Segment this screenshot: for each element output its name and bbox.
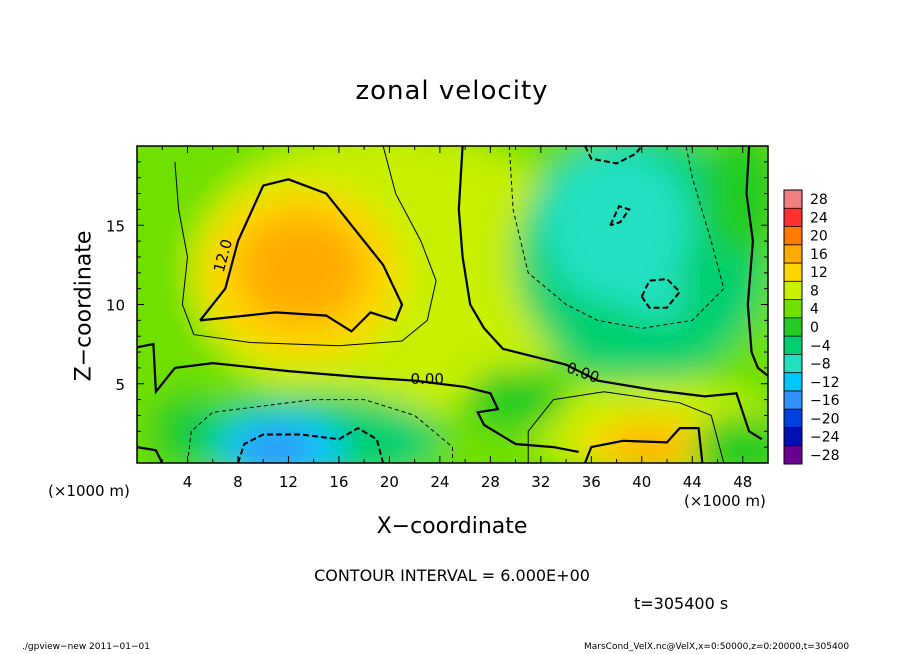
y-axis-label: Z−coordinate <box>71 230 97 382</box>
colorbar-cell <box>784 263 802 282</box>
zero-contour <box>137 342 579 453</box>
colorbar-label: 8 <box>810 283 819 299</box>
colorbar-label: −24 <box>810 430 840 446</box>
contour-neg12 <box>237 426 385 463</box>
time-note: t=305400 s <box>634 594 729 613</box>
colorbar-cell <box>784 190 802 209</box>
y-tick-label: 5 <box>115 376 125 394</box>
x-tick-label: 20 <box>380 473 399 491</box>
footer-source: MarsCond_VelX.nc@VelX,x=0:50000,z=0:2000… <box>584 642 850 652</box>
colorbar-cell <box>784 336 802 355</box>
x-tick-label: 48 <box>733 473 752 491</box>
contour-12-surface <box>583 427 704 463</box>
contour-neg6 <box>187 399 453 463</box>
colorbar-cell <box>784 226 802 246</box>
y-tick-label: 15 <box>106 217 125 235</box>
colorbar-cell <box>784 299 802 319</box>
chart-title: zonal velocity <box>355 76 549 106</box>
contour-6-surface <box>527 391 725 463</box>
colorbar-cell <box>784 317 802 337</box>
x-tick-label: 24 <box>430 473 449 491</box>
velocity-field <box>137 146 768 463</box>
colorbar-cell <box>784 427 802 447</box>
x-tick-label: 4 <box>183 473 193 491</box>
contour-neg12-small <box>609 204 631 227</box>
contour-lines <box>137 146 768 463</box>
colorbar-label: −8 <box>810 357 831 373</box>
x-tick-label: 8 <box>233 473 243 491</box>
colorbar-label: −28 <box>810 448 840 464</box>
colorbar-label: 20 <box>810 229 828 245</box>
x-tick-label: 12 <box>279 473 298 491</box>
x-tick-label: 32 <box>531 473 550 491</box>
contour-interval-note: CONTOUR INTERVAL = 6.000E+00 <box>314 566 590 585</box>
x-tick-label: 40 <box>632 473 651 491</box>
zero-contour <box>457 146 617 385</box>
x-tick-label: 44 <box>683 473 702 491</box>
contour-12 <box>199 178 404 333</box>
colorbar-cell <box>784 372 802 392</box>
x-unit-label-left: (×1000 m) <box>48 482 130 500</box>
colorbar-label: 4 <box>810 302 819 318</box>
y-axis: 5 10 15 <box>106 161 768 448</box>
contour-6 <box>174 146 437 347</box>
colorbar-cell <box>784 445 802 465</box>
contour-label: 0.00 <box>411 370 444 388</box>
x-tick-label: 36 <box>582 473 601 491</box>
colorbar-frame <box>783 189 803 465</box>
colorbar-cell <box>784 354 802 374</box>
colorbar-label: −20 <box>810 411 840 427</box>
contour-neg12-island <box>640 278 682 309</box>
colorbar-cell <box>784 409 802 428</box>
colorbar-label: −12 <box>810 375 840 391</box>
colorbar-cell <box>784 281 802 301</box>
zero-contour <box>616 382 763 441</box>
zero-contour <box>137 446 164 463</box>
footer-program-date: ./gpview−new 2011−01−01 <box>22 642 150 652</box>
colorbar-cell <box>784 390 802 410</box>
x-tick-label: 16 <box>329 473 348 491</box>
colorbar-label: 16 <box>810 247 828 263</box>
x-unit-label-right: (×1000 m) <box>684 492 766 510</box>
zero-contour <box>745 146 768 377</box>
colorbar-cell <box>784 244 802 264</box>
x-tick-label: 28 <box>481 473 500 491</box>
x-axis: 4 8 12 16 20 24 28 32 36 40 44 48 <box>161 146 752 491</box>
y-tick-label: 10 <box>106 297 125 315</box>
colorbar-label: 0 <box>810 320 819 336</box>
colorbar-label: −16 <box>810 393 840 409</box>
contour-neg12-top <box>584 146 643 165</box>
colorbar: 28 24 20 16 12 8 4 0 −4 −8 −12 −16 −20 −24 −28 <box>783 189 840 465</box>
colorbar-label: 28 <box>810 192 828 208</box>
contour-neg6-upper <box>508 146 725 329</box>
colorbar-label: 24 <box>810 210 828 226</box>
colorbar-label: −4 <box>810 338 831 354</box>
colorbar-label: 12 <box>810 265 828 281</box>
x-axis-label: X−coordinate <box>376 514 528 539</box>
colorbar-cell <box>784 208 802 228</box>
